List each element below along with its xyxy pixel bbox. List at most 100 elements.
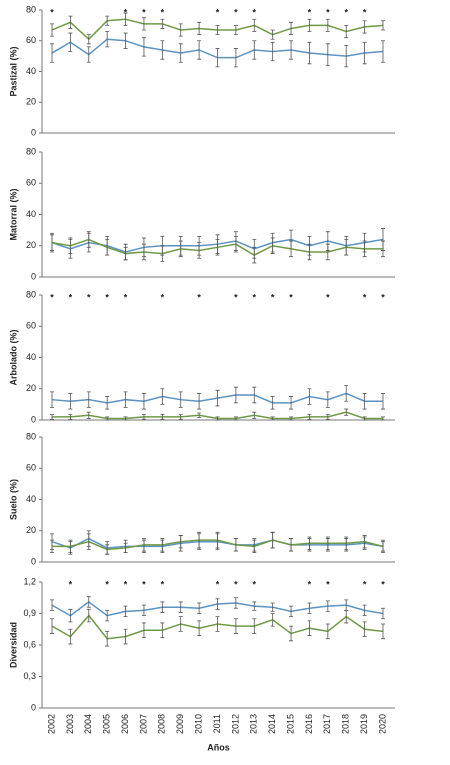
- significance-marker: *: [50, 292, 54, 302]
- y-tick-label: 0: [31, 127, 36, 137]
- error-bar: [215, 48, 220, 68]
- error-bar: [307, 41, 312, 65]
- error-bar: [160, 538, 165, 552]
- error-bar: [215, 598, 220, 610]
- error-bar: [381, 623, 385, 640]
- error-bar: [233, 48, 238, 68]
- error-bar: [289, 605, 294, 618]
- error-bar: [270, 29, 275, 40]
- error-bar: [325, 43, 330, 66]
- significance-marker: *: [326, 7, 330, 17]
- error-bar: [233, 386, 238, 404]
- error-bar: [344, 239, 349, 256]
- y-tick-label: 40: [26, 66, 36, 76]
- error-bar: [86, 231, 91, 248]
- x-tick-label: 2016: [304, 714, 314, 734]
- error-bar: [233, 618, 238, 634]
- error-bar: [68, 15, 73, 29]
- error-bar: [160, 245, 165, 262]
- significance-marker: *: [326, 579, 330, 589]
- error-bar: [270, 237, 275, 254]
- significance-marker: *: [253, 7, 257, 17]
- significance-marker: *: [234, 579, 238, 589]
- y-tick-label: 0: [31, 556, 36, 566]
- error-bar: [289, 40, 294, 60]
- error-bar: [270, 416, 275, 421]
- y-tick-label: 60: [26, 321, 36, 331]
- error-bar: [381, 240, 385, 258]
- y-tick-label: 60: [26, 178, 36, 188]
- error-bar: [50, 23, 54, 37]
- x-tick-label: 2020: [377, 714, 387, 734]
- error-bar: [233, 416, 238, 421]
- error-bar: [362, 240, 367, 258]
- significance-marker: *: [142, 7, 146, 17]
- error-bar: [197, 393, 202, 410]
- error-bar: [344, 408, 349, 416]
- y-tick-label: 60: [26, 35, 36, 45]
- error-bar: [362, 20, 367, 34]
- x-tick-label: 2013: [249, 714, 259, 734]
- error-bar: [50, 618, 54, 634]
- error-bar: [289, 538, 294, 552]
- y-tick-label: 0: [31, 702, 36, 712]
- significance-marker: *: [363, 7, 367, 17]
- x-tick-label: 2005: [102, 714, 112, 734]
- error-bar: [270, 41, 275, 62]
- significance-marker: *: [289, 292, 293, 302]
- error-bar: [123, 628, 128, 645]
- error-bar: [141, 17, 146, 31]
- error-bar: [344, 536, 349, 550]
- error-bar: [178, 23, 183, 37]
- error-bar: [289, 396, 294, 410]
- error-bar: [141, 414, 146, 420]
- significance-marker: *: [216, 579, 220, 589]
- y-axis-label: Suelo (%): [8, 479, 18, 520]
- error-bar: [344, 44, 349, 68]
- x-tick-label: 2011: [212, 714, 222, 733]
- error-bar: [215, 24, 220, 35]
- significance-marker: *: [87, 292, 91, 302]
- error-bar: [178, 601, 183, 613]
- error-bar: [215, 616, 220, 632]
- error-bar: [325, 18, 330, 32]
- error-bar: [141, 393, 146, 410]
- significance-marker: *: [363, 292, 367, 302]
- error-bar: [105, 544, 110, 555]
- error-bar: [178, 43, 183, 63]
- significance-marker: *: [124, 7, 128, 17]
- error-bar: [252, 18, 257, 32]
- y-tick-label: 80: [26, 431, 36, 441]
- error-bar: [178, 535, 183, 549]
- error-bar: [270, 531, 275, 549]
- error-bar: [289, 416, 294, 421]
- error-bar: [307, 536, 312, 550]
- x-tick-label: 2003: [65, 714, 75, 734]
- error-bar: [86, 596, 91, 608]
- y-tick-label: 40: [26, 494, 36, 504]
- error-bar: [141, 622, 146, 639]
- error-bar: [160, 622, 165, 639]
- x-tick-label: 2014: [267, 714, 277, 734]
- error-bar: [178, 616, 183, 632]
- error-bar: [86, 411, 91, 419]
- error-bar: [307, 18, 312, 32]
- error-bar: [270, 396, 275, 410]
- error-bar: [270, 613, 275, 627]
- significance-marker: *: [69, 579, 73, 589]
- x-tick-label: 2015: [285, 714, 295, 734]
- error-bar: [289, 625, 294, 642]
- y-tick-label: 0: [31, 414, 36, 424]
- error-bar: [123, 12, 128, 26]
- error-bar: [86, 608, 91, 623]
- significance-marker: *: [197, 292, 201, 302]
- error-bar: [252, 386, 257, 404]
- error-bar: [362, 416, 367, 421]
- error-bar: [362, 393, 367, 410]
- x-tick-label: 2004: [83, 714, 93, 734]
- y-tick-label: 0,3: [23, 671, 36, 681]
- error-bar: [68, 32, 73, 52]
- x-tick-label: 2012: [230, 714, 240, 734]
- significance-marker: *: [363, 579, 367, 589]
- significance-marker: *: [69, 292, 73, 302]
